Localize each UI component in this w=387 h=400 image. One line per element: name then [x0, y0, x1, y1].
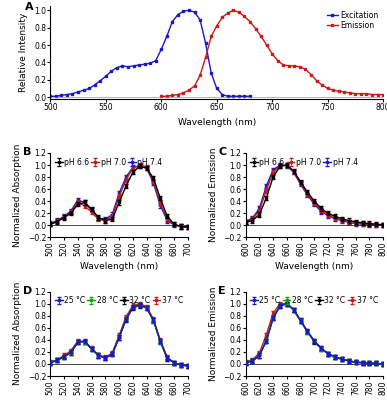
Emission — [203, 55, 208, 60]
Line: Emission: Emission — [160, 9, 385, 98]
Emission — [220, 15, 224, 20]
Emission — [231, 8, 236, 13]
Excitation — [70, 91, 75, 96]
Excitation — [148, 61, 152, 66]
Text: D: D — [23, 286, 32, 296]
Excitation — [131, 64, 136, 68]
Emission — [364, 91, 369, 96]
Emission — [192, 84, 197, 88]
Excitation — [137, 63, 141, 68]
Emission — [176, 92, 180, 97]
Excitation — [231, 94, 236, 99]
X-axis label: Wavelength (nm): Wavelength (nm) — [178, 118, 256, 127]
Emission — [226, 10, 230, 15]
Emission — [325, 86, 330, 91]
Excitation — [170, 19, 175, 24]
Emission — [214, 24, 219, 28]
Y-axis label: Normalized Absorption: Normalized Absorption — [13, 282, 22, 386]
Excitation — [87, 86, 91, 91]
Emission — [359, 91, 363, 96]
Emission — [292, 64, 297, 68]
Legend: pH 6.6, pH 7.0, pH 7.4: pH 6.6, pH 7.0, pH 7.4 — [54, 157, 163, 167]
Excitation — [242, 94, 247, 99]
Excitation — [81, 88, 86, 93]
Y-axis label: Normalized Emission: Normalized Emission — [209, 286, 217, 381]
X-axis label: Wavelength (nm): Wavelength (nm) — [80, 262, 158, 271]
Emission — [248, 19, 252, 24]
Excitation — [176, 12, 180, 17]
Emission — [242, 14, 247, 19]
Excitation — [92, 83, 97, 88]
Excitation — [214, 86, 219, 91]
Excitation — [98, 78, 103, 83]
Excitation — [65, 92, 69, 97]
Emission — [281, 63, 286, 68]
Text: C: C — [218, 147, 226, 157]
Excitation — [120, 64, 125, 68]
Emission — [353, 91, 358, 96]
Text: E: E — [218, 286, 226, 296]
Emission — [187, 88, 191, 93]
Excitation — [198, 18, 202, 22]
Excitation — [236, 94, 241, 99]
X-axis label: Wavelength (nm): Wavelength (nm) — [275, 262, 353, 271]
Excitation — [53, 94, 58, 99]
Excitation — [115, 65, 119, 70]
Emission — [170, 93, 175, 98]
Legend: Excitation, Emission: Excitation, Emission — [326, 10, 379, 30]
Emission — [264, 43, 269, 48]
Emission — [342, 90, 347, 94]
Legend: pH 6.6, pH 7.0, pH 7.4: pH 6.6, pH 7.0, pH 7.4 — [249, 157, 358, 167]
Emission — [375, 92, 380, 97]
Excitation — [159, 47, 164, 52]
Excitation — [126, 64, 130, 69]
Emission — [236, 10, 241, 14]
Excitation — [59, 93, 64, 98]
Excitation — [103, 74, 108, 79]
Emission — [164, 94, 169, 99]
Emission — [198, 73, 202, 78]
Emission — [381, 92, 385, 97]
Excitation — [209, 70, 214, 75]
Y-axis label: Relative Intensity: Relative Intensity — [19, 13, 29, 92]
Excitation — [164, 34, 169, 39]
Emission — [314, 78, 319, 83]
Excitation — [248, 94, 252, 99]
Excitation — [181, 9, 186, 14]
Excitation — [153, 58, 158, 63]
Line: Excitation: Excitation — [49, 9, 252, 98]
Excitation — [109, 69, 114, 74]
Emission — [370, 92, 374, 97]
Emission — [331, 88, 336, 93]
Emission — [253, 26, 258, 31]
Excitation — [187, 8, 191, 13]
Excitation — [192, 10, 197, 14]
Legend: 25 °C, 28 °C, 32 °C, 37 °C: 25 °C, 28 °C, 32 °C, 37 °C — [249, 295, 379, 306]
Emission — [309, 72, 313, 77]
Text: A: A — [26, 2, 34, 12]
Emission — [348, 90, 352, 95]
Emission — [276, 58, 280, 63]
Excitation — [48, 94, 53, 99]
Emission — [159, 94, 164, 99]
Emission — [181, 90, 186, 95]
Emission — [320, 83, 324, 88]
Excitation — [76, 90, 80, 94]
Excitation — [220, 92, 224, 97]
Emission — [209, 34, 214, 39]
Y-axis label: Normalized Emission: Normalized Emission — [209, 148, 217, 242]
Emission — [303, 67, 308, 72]
Emission — [270, 51, 274, 56]
Emission — [286, 64, 291, 68]
Excitation — [226, 94, 230, 99]
Legend: 25 °C, 28 °C, 32 °C, 37 °C: 25 °C, 28 °C, 32 °C, 37 °C — [54, 295, 184, 306]
Emission — [298, 64, 302, 69]
Excitation — [142, 62, 147, 66]
Excitation — [203, 41, 208, 46]
Text: B: B — [23, 147, 31, 157]
Emission — [336, 89, 341, 94]
Y-axis label: Normalized Absorption: Normalized Absorption — [13, 144, 22, 247]
Emission — [259, 34, 264, 39]
